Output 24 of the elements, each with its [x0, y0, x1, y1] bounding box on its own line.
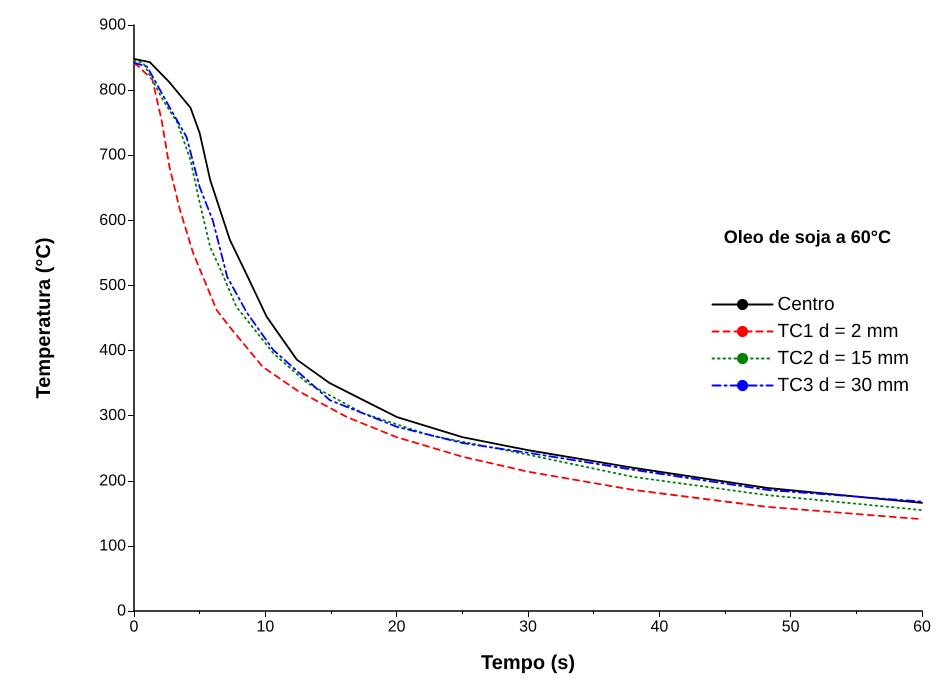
- legend-label: TC2 d = 15 mm: [778, 348, 910, 369]
- y-tick-label: 600: [99, 212, 126, 229]
- x-tick-label: 30: [519, 618, 537, 636]
- legend-label: TC3 d = 30 mm: [778, 375, 910, 396]
- x-tick-label: 10: [256, 618, 274, 636]
- legend-label: TC1 d = 2 mm: [778, 321, 898, 342]
- y-tick-label: 0: [117, 602, 126, 620]
- x-tick-label: 20: [388, 618, 406, 636]
- x-tick-label: 40: [650, 618, 668, 636]
- y-tick-label: 800: [99, 82, 126, 99]
- x-axis-title: Tempo (s): [480, 652, 576, 674]
- y-tick-label: 100: [99, 537, 126, 554]
- y-tick-label: 400: [99, 342, 126, 360]
- y-tick-label: 700: [99, 146, 126, 164]
- x-tick-label: 0: [130, 618, 139, 636]
- y-axis-title: Temperatura (°C): [33, 238, 55, 398]
- x-tick-label: 60: [913, 618, 931, 636]
- y-tick-label: 900: [99, 16, 126, 34]
- x-tick-label: 50: [782, 618, 800, 636]
- legend-title: Oleo de soja a 60°C: [724, 227, 891, 247]
- legend-label: Centro: [778, 294, 835, 315]
- y-tick-label: 500: [99, 276, 126, 294]
- y-tick-label: 300: [99, 407, 126, 424]
- y-tick-label: 200: [99, 472, 126, 490]
